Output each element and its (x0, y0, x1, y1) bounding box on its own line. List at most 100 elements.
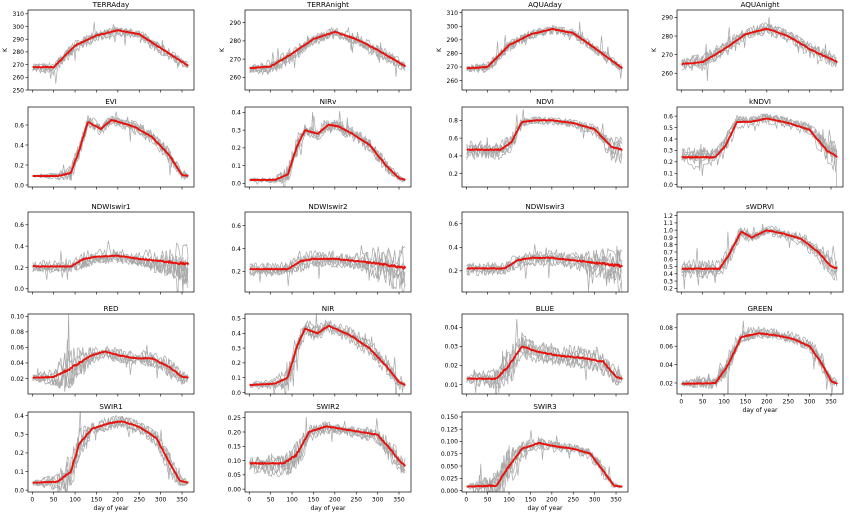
y-tick-label: 0.02 (445, 363, 459, 370)
axes-frame (244, 211, 412, 293)
panel-nir: NIR 0.0 0.1 0.2 0.3 0.4 0.5 (231, 304, 412, 397)
y-tick-label: 0.6 (14, 222, 24, 229)
y-tick-label: 0.3 (231, 127, 241, 134)
axes-frame (244, 9, 412, 91)
y-tick-label: 280 (662, 33, 674, 40)
y-tick-label: 260 (662, 71, 674, 78)
y-tick-label: 0.04 (660, 362, 674, 369)
y-tick-label: 0.08 (660, 325, 674, 332)
panel-title: NDWIswir3 (525, 202, 564, 211)
y-tick-label: 290 (13, 37, 25, 44)
y-tick-label: 310 (13, 11, 25, 18)
x-tick-label: 250 (568, 497, 580, 504)
plot-area (249, 417, 406, 478)
x-tick-label: 200 (112, 497, 124, 504)
mean-line (32, 254, 190, 268)
y-tick-label: 0.04 (445, 325, 459, 332)
series-trace (681, 113, 838, 187)
y-tick-label: 0.2 (231, 145, 241, 152)
y-tick-label: 0.3 (14, 432, 24, 439)
mean-line (249, 123, 406, 182)
plot-area (249, 245, 407, 292)
y-tick-label: 0.2 (14, 265, 24, 272)
x-tick-label: 100 (286, 497, 298, 504)
y-tick-label: 0.2 (663, 159, 673, 166)
y-tick-label: 0.1 (231, 375, 241, 382)
plot-area (32, 22, 189, 84)
x-tick-label: 200 (546, 497, 558, 504)
y-tick-label: 290 (447, 37, 459, 44)
y-tick-label: 0.4 (663, 271, 673, 278)
x-tick-label: 250 (134, 497, 146, 504)
x-tick-label: 0 (30, 497, 34, 504)
panel-terranight: TERRAnight 260 270 280 290 K (219, 0, 412, 93)
series-trace (32, 339, 189, 379)
y-tick-label: 0.4 (663, 136, 673, 143)
panel-aquanight: AQUAnight 260 270 280 290 K (651, 0, 844, 93)
y-tick-label: 0.2 (448, 171, 458, 178)
y-axis-label: K (219, 47, 226, 52)
y-tick-label: 0.01 (445, 382, 459, 389)
y-tick-label: 0.075 (441, 451, 458, 458)
y-tick-label: 0.6 (231, 223, 241, 230)
series-trace (681, 21, 838, 81)
x-tick-label: 300 (804, 399, 816, 406)
x-axis-label: day of year (310, 505, 346, 512)
series-trace (32, 30, 189, 84)
plot-area (681, 320, 838, 394)
y-tick-label: 0.4 (231, 246, 241, 253)
axes-frame (461, 211, 629, 293)
series-trace (32, 349, 189, 387)
x-tick-label: 50 (267, 497, 275, 504)
mean-line (249, 324, 406, 387)
y-tick-label: 290 (662, 15, 674, 22)
y-tick-label: 0.6 (14, 122, 24, 129)
y-tick-label: 0.3 (663, 278, 673, 285)
plot-area (466, 244, 624, 292)
y-tick-label: 0.10 (228, 458, 242, 465)
axes-frame (27, 313, 195, 395)
x-tick-label: 350 (393, 497, 405, 504)
y-tick-label: 0.8 (448, 118, 458, 125)
plot-area (32, 314, 189, 392)
panel-title: NIRv (320, 97, 337, 106)
y-tick-label: 260 (230, 75, 242, 82)
panel-title: kNDVI (749, 97, 771, 106)
panel-title: TERRAday (92, 0, 130, 9)
panel-title: TERRAnight (306, 0, 349, 9)
panel-title: SWIR3 (533, 402, 556, 411)
mean-line (249, 257, 407, 271)
y-tick-label: 0.0 (14, 286, 24, 293)
mean-line (681, 332, 838, 385)
series-trace (249, 28, 406, 73)
y-tick-label: 0.8 (663, 242, 673, 249)
y-tick-label: 0.2 (14, 450, 24, 457)
axes-frame (461, 9, 629, 91)
x-tick-label: 350 (610, 497, 622, 504)
mean-line (466, 256, 624, 270)
series-trace (32, 240, 189, 280)
y-tick-label: 0.2 (663, 286, 673, 293)
x-tick-label: 300 (155, 497, 167, 504)
mean-line (466, 441, 623, 488)
series-trace (466, 444, 623, 492)
axes-frame (676, 313, 844, 395)
x-tick-label: 150 (740, 399, 752, 406)
y-tick-label: 0.15 (228, 444, 242, 451)
plot-area (681, 223, 838, 290)
y-tick-label: 0.5 (231, 316, 241, 323)
panel-ndwiswir3: NDWIswir3 0.2 0.4 0.6 (448, 202, 629, 295)
y-tick-label: 260 (13, 75, 25, 82)
plot-area (466, 430, 623, 492)
series-trace (249, 319, 406, 393)
panel-evi: EVI 0.0 0.2 0.4 0.6 (14, 97, 195, 190)
series-trace (32, 421, 189, 492)
x-tick-label: 0 (247, 497, 251, 504)
y-tick-label: 0.08 (11, 329, 25, 336)
series-trace (32, 414, 189, 492)
panel-blue: BLUE 0.01 0.02 0.03 0.04 (445, 304, 629, 397)
y-tick-label: 0.000 (441, 488, 458, 495)
y-tick-label: 0.2 (231, 360, 241, 367)
y-tick-label: 0.25 (228, 415, 242, 422)
